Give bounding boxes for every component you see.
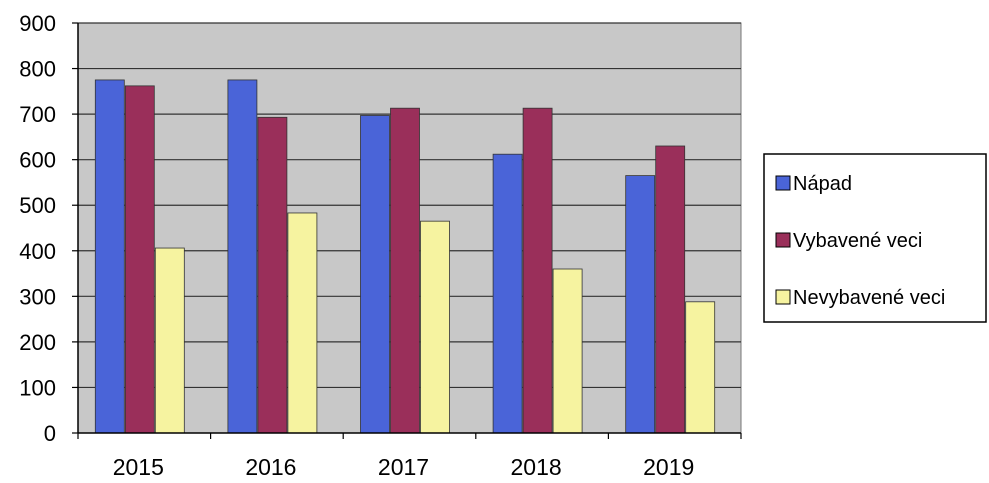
legend-swatch [775,175,791,191]
y-tick-label: 700 [19,102,56,127]
bar [625,175,656,434]
bar [227,79,258,434]
bar [257,116,288,434]
y-tick-label: 0 [44,421,56,446]
bar [360,115,390,434]
y-tick-label: 900 [19,11,56,36]
bar [124,85,155,434]
legend-swatch [775,232,791,248]
bar [420,220,450,434]
bar [94,79,125,434]
bar [287,212,318,434]
bar [552,268,583,434]
bar [154,247,185,434]
x-tick-label: 2018 [511,454,562,480]
x-tick-label: 2019 [643,454,694,480]
y-tick-label: 600 [19,148,56,173]
y-tick-label: 200 [19,330,56,355]
axes [72,22,742,439]
legend-label: Nevybavené veci [793,287,945,309]
y-tick-label: 400 [19,239,56,264]
legend-box [763,153,987,323]
bars [94,79,716,434]
y-tick-label: 300 [19,284,56,309]
y-tick-label: 100 [19,375,56,400]
x-tick-labels: 2015 2016 2017 2018 2019 [113,454,695,480]
x-tick-label: 2015 [113,454,164,480]
legend-swatch [775,289,791,305]
y-tick-label: 800 [19,57,56,82]
legend: Nápad Vybavené veci Nevybavené veci [763,153,987,323]
legend-label: Nápad [793,173,852,195]
bar [685,301,716,434]
legend-label: Vybavené veci [793,230,922,252]
y-tick-label: 500 [19,193,56,218]
bar [492,153,523,434]
x-tick-label: 2016 [245,454,296,480]
bar [390,107,420,434]
bar [522,107,553,434]
x-tick-label: 2017 [378,454,429,480]
y-tick-labels: 0 100 200 300 400 500 600 700 800 900 [19,11,56,446]
bar [655,145,686,434]
